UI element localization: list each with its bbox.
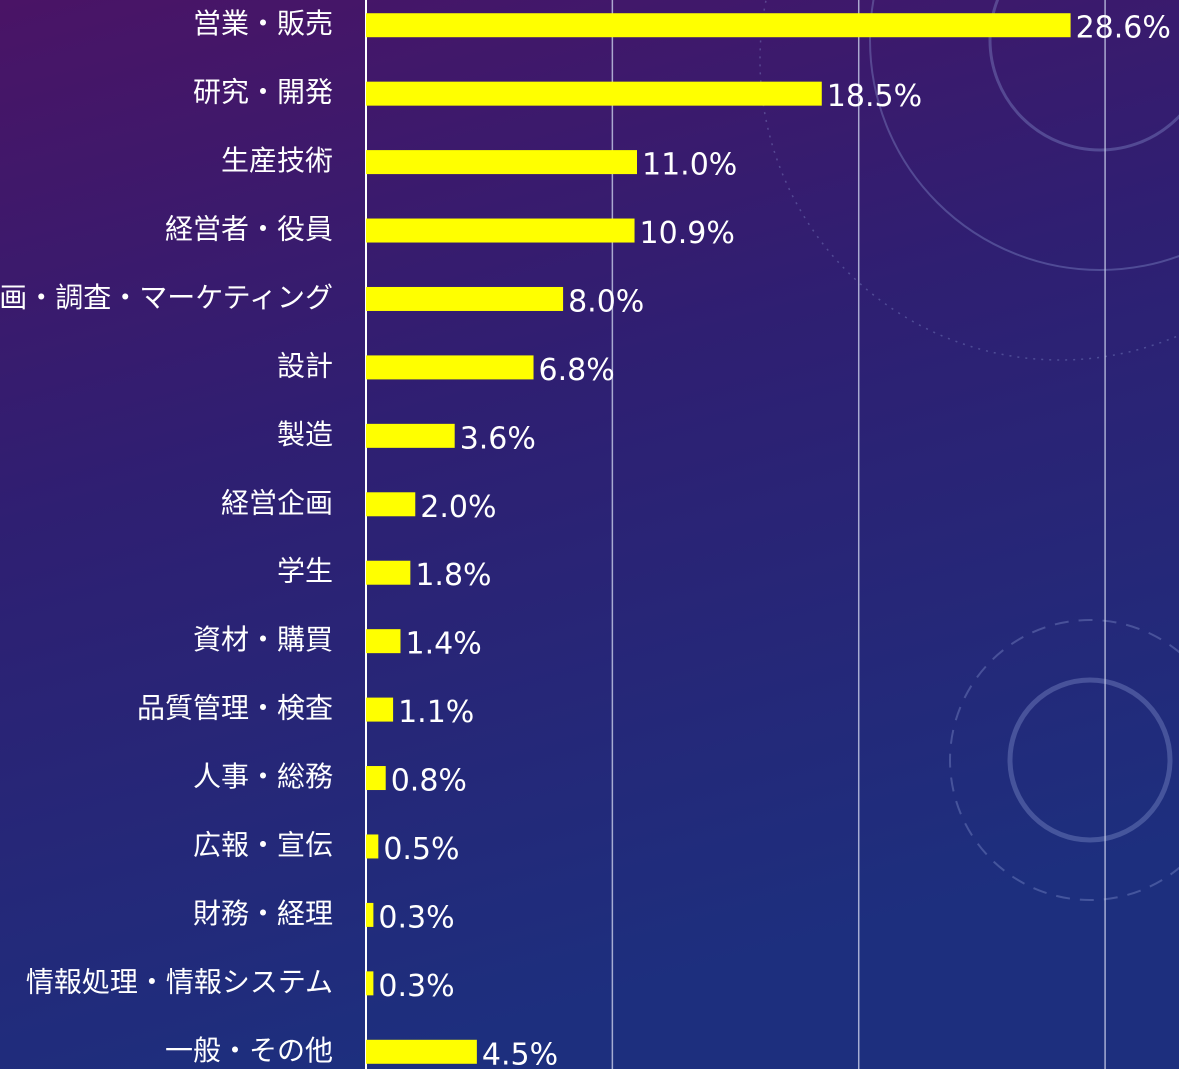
bar — [366, 1039, 477, 1064]
y-tick-label: 資材・購買 — [193, 623, 333, 656]
y-tick-label: 一般・その他 — [165, 1034, 333, 1067]
data-label: 28.6% — [1076, 11, 1171, 46]
bar — [366, 697, 394, 722]
y-tick-label: 経営企画 — [221, 486, 333, 519]
data-label: 1.8% — [415, 558, 491, 593]
data-label: 6.8% — [539, 353, 615, 388]
bar — [366, 218, 635, 243]
bar — [366, 81, 822, 106]
y-tick-label: 生産技術 — [221, 144, 333, 177]
y-tick-label: 財務・経理 — [193, 897, 333, 930]
data-label: 4.5% — [482, 1037, 558, 1069]
data-label: 0.8% — [391, 764, 467, 799]
y-tick-label: 品質管理・検査 — [137, 692, 333, 725]
bar — [366, 902, 374, 927]
y-tick-label: 情報処理・情報システム — [26, 965, 333, 998]
bar — [366, 423, 455, 448]
y-tick-label: 経営者・役員 — [165, 213, 333, 246]
data-label: 0.3% — [378, 900, 454, 935]
y-tick-label: 設計 — [277, 349, 333, 382]
data-label: 2.0% — [420, 490, 496, 525]
bar — [366, 355, 534, 380]
y-tick-label: 広報・宣伝 — [193, 828, 333, 861]
y-tick-label: 学生 — [277, 555, 333, 588]
data-label: 11.0% — [642, 148, 737, 183]
decoration — [759, 0, 1179, 901]
bar — [366, 629, 401, 654]
bar — [366, 286, 564, 311]
bar — [366, 971, 374, 996]
bar — [366, 560, 411, 585]
y-tick-label: 企画・調査・マーケティング — [0, 281, 333, 314]
data-label: 10.9% — [640, 216, 735, 251]
bar — [366, 766, 386, 791]
data-label: 8.0% — [568, 284, 644, 319]
bar — [366, 492, 416, 517]
bar — [366, 834, 379, 859]
data-label: 0.5% — [383, 832, 459, 867]
data-label: 1.1% — [398, 695, 474, 730]
bar — [366, 13, 1071, 38]
data-label: 18.5% — [827, 79, 922, 114]
y-tick-label: 営業・販売 — [193, 7, 333, 40]
y-tick-label: 研究・開発 — [193, 76, 333, 109]
data-label: 0.3% — [378, 969, 454, 1004]
bar — [366, 150, 637, 175]
data-label: 1.4% — [405, 627, 481, 662]
y-tick-label: 人事・総務 — [193, 760, 333, 793]
y-tick-label: 製造 — [277, 418, 333, 451]
data-label: 3.6% — [460, 421, 536, 456]
